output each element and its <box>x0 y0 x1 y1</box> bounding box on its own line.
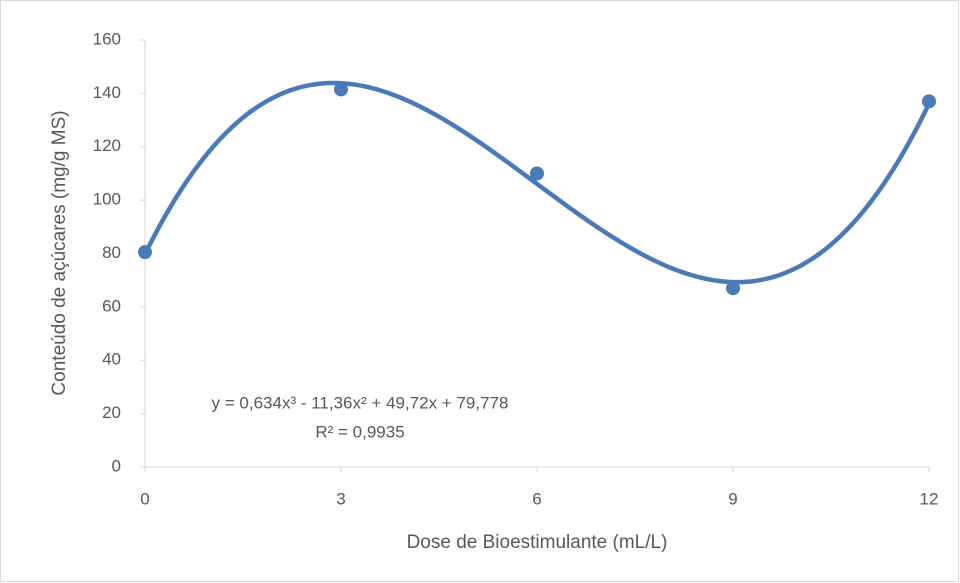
data-point <box>530 166 544 181</box>
data-point <box>922 94 936 109</box>
y-tick-label: 100 <box>93 190 121 209</box>
trendline-equation: y = 0,634x³ - 11,36x² + 49,72x + 79,778 <box>212 393 509 412</box>
x-tick-label: 0 <box>140 489 149 508</box>
trendline <box>142 80 932 285</box>
y-tick-label: 40 <box>102 350 121 369</box>
x-axis-title: Dose de Bioestimulante (mL/L) <box>407 532 668 553</box>
y-tick-label: 140 <box>93 83 121 102</box>
y-tick-label: 80 <box>102 243 121 262</box>
data-point <box>138 245 152 260</box>
x-tick-label: 6 <box>532 489 541 508</box>
data-point <box>726 281 740 296</box>
y-axis-title: Conteúdo de açúcares (mg/g MS) <box>49 110 70 395</box>
y-tick-label: 160 <box>93 29 121 48</box>
y-tick-label: 120 <box>93 136 121 155</box>
data-point <box>334 82 348 97</box>
x-tick-label: 3 <box>336 489 345 508</box>
y-tick-label: 20 <box>102 403 121 422</box>
x-tick-label: 12 <box>920 489 939 508</box>
trendline-r2: R² = 0,9935 <box>315 422 404 441</box>
y-tick-label: 60 <box>102 296 121 315</box>
x-tick-label: 9 <box>728 489 737 508</box>
y-tick-label: 0 <box>112 456 121 475</box>
